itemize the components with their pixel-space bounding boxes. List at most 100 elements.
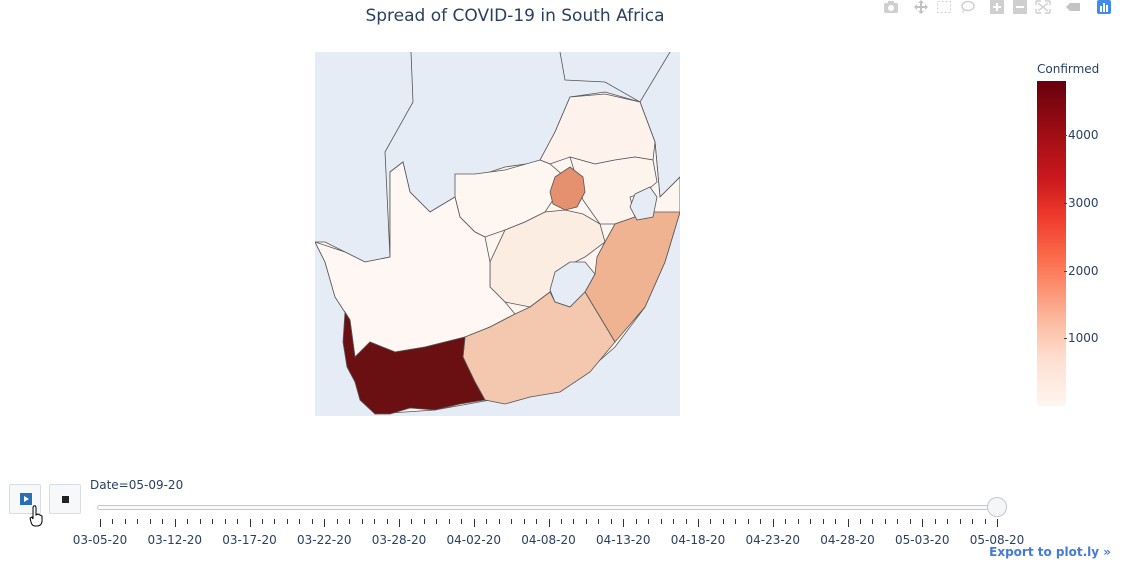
plotly-logo-icon[interactable] [1096,0,1112,14]
slider-current-value: Date=05-09-20 [90,478,184,492]
colorbar-tick-label: 2000 [1064,263,1099,278]
play-icon [20,493,32,505]
colorbar [1037,81,1066,406]
slider-minor-tick [710,519,712,524]
slider-major-tick [847,519,849,527]
region-gauteng [549,166,586,211]
slider-minor-tick [162,519,164,524]
slider-minor-tick [361,519,363,524]
slider-major-tick [100,519,101,527]
slider-minor-tick [984,519,986,524]
slider-minor-tick [112,519,114,524]
colorbar-title: Confirmed [1037,62,1100,76]
slider-minor-tick [909,519,911,524]
slider-minor-tick [536,519,538,524]
slider-minor-tick [573,519,575,524]
slider-tick-label[interactable]: 04-08-20 [521,533,576,547]
slider-minor-tick [137,519,139,524]
slider-minor-tick [648,519,650,524]
slider-minor-tick [947,519,949,524]
zoom-in-icon[interactable] [989,0,1005,14]
camera-icon[interactable] [883,0,899,14]
slider-minor-tick [872,519,874,524]
slider-minor-tick [286,519,288,524]
slider-tick-label[interactable]: 03-17-20 [222,533,277,547]
slider-minor-tick [436,519,438,524]
colorbar-tick-label: 3000 [1064,195,1099,210]
slider-major-tick [174,519,176,527]
play-button[interactable] [9,484,41,514]
slider-minor-tick [274,519,276,524]
slider-minor-tick [859,519,861,524]
slider-minor-tick [411,519,413,524]
slider-tick-label[interactable]: 03-05-20 [72,533,128,547]
slider-minor-tick [187,519,189,524]
colorbar-tick-label: 1000 [1064,331,1099,346]
slider-major-tick [399,519,400,527]
stop-button[interactable] [49,484,81,514]
slider-minor-tick [897,519,899,524]
hover-icon[interactable] [1065,0,1081,14]
slider-minor-tick [386,519,388,524]
slider-tick-label[interactable]: 05-08-20 [969,533,1025,547]
slider-minor-tick [237,519,239,524]
neighbour-border [559,52,671,103]
slider-minor-tick [486,519,488,524]
slider-major-tick [324,519,326,527]
slider-minor-tick [212,519,214,524]
slider-minor-tick [299,519,301,524]
slider-minor-tick [349,519,351,524]
slider-minor-tick [884,519,886,524]
slider-minor-tick [934,519,936,524]
slider-minor-tick [635,519,637,524]
choropleth-map[interactable] [315,52,680,416]
slider-minor-tick [959,519,961,524]
export-link[interactable]: Export to plot.ly » [989,545,1111,559]
slider-rail[interactable] [97,505,1007,510]
slider-handle[interactable] [987,497,1007,517]
slider-minor-tick [498,519,500,524]
colorbar-tick-label: 4000 [1064,128,1099,143]
slider-tick-label[interactable]: 05-03-20 [895,533,950,547]
slider-minor-tick [972,519,974,524]
slider-minor-tick [760,519,762,524]
eswatini [629,186,658,221]
slider-minor-tick [610,519,612,524]
slider-minor-tick [149,519,151,524]
slider-minor-tick [747,519,749,524]
slider-minor-tick [822,519,824,524]
slider-minor-tick [336,519,338,524]
slider-tick-label[interactable]: 03-12-20 [147,533,202,547]
slider-minor-tick [523,519,525,524]
slider-major-tick [922,519,924,527]
slider-minor-tick [785,519,787,524]
slider-minor-tick [685,519,687,524]
modebar [880,0,1120,14]
slider-tick-label[interactable]: 03-28-20 [371,533,427,547]
slider-minor-tick [261,519,263,524]
slider-tick-label[interactable]: 04-28-20 [820,533,875,547]
slider-tick-label[interactable]: 04-18-20 [670,533,726,547]
stop-icon [62,496,69,503]
lasso-icon[interactable] [959,0,975,14]
slider-ticks [0,519,1125,529]
slider-major-tick [623,519,625,527]
slider-minor-tick [673,519,675,524]
slider-tick-label[interactable]: 04-13-20 [596,533,651,547]
slider-minor-tick [810,519,812,524]
slider-minor-tick [448,519,450,524]
autoscale-icon[interactable] [1035,0,1051,14]
slider-minor-tick [199,519,201,524]
slider-minor-tick [560,519,562,524]
slider-minor-tick [585,519,587,524]
zoom-out-icon[interactable] [1012,0,1028,14]
slider-major-tick [698,519,699,527]
hand-cursor-icon [29,505,43,527]
region-mpumalanga [569,156,658,225]
pan-icon[interactable] [913,0,929,14]
slider-tick-label[interactable]: 03-22-20 [297,533,352,547]
slider-minor-tick [511,519,513,524]
region-western-cape [342,310,486,415]
slider-tick-label[interactable]: 04-23-20 [745,533,800,547]
slider-tick-label[interactable]: 04-02-20 [446,533,501,547]
